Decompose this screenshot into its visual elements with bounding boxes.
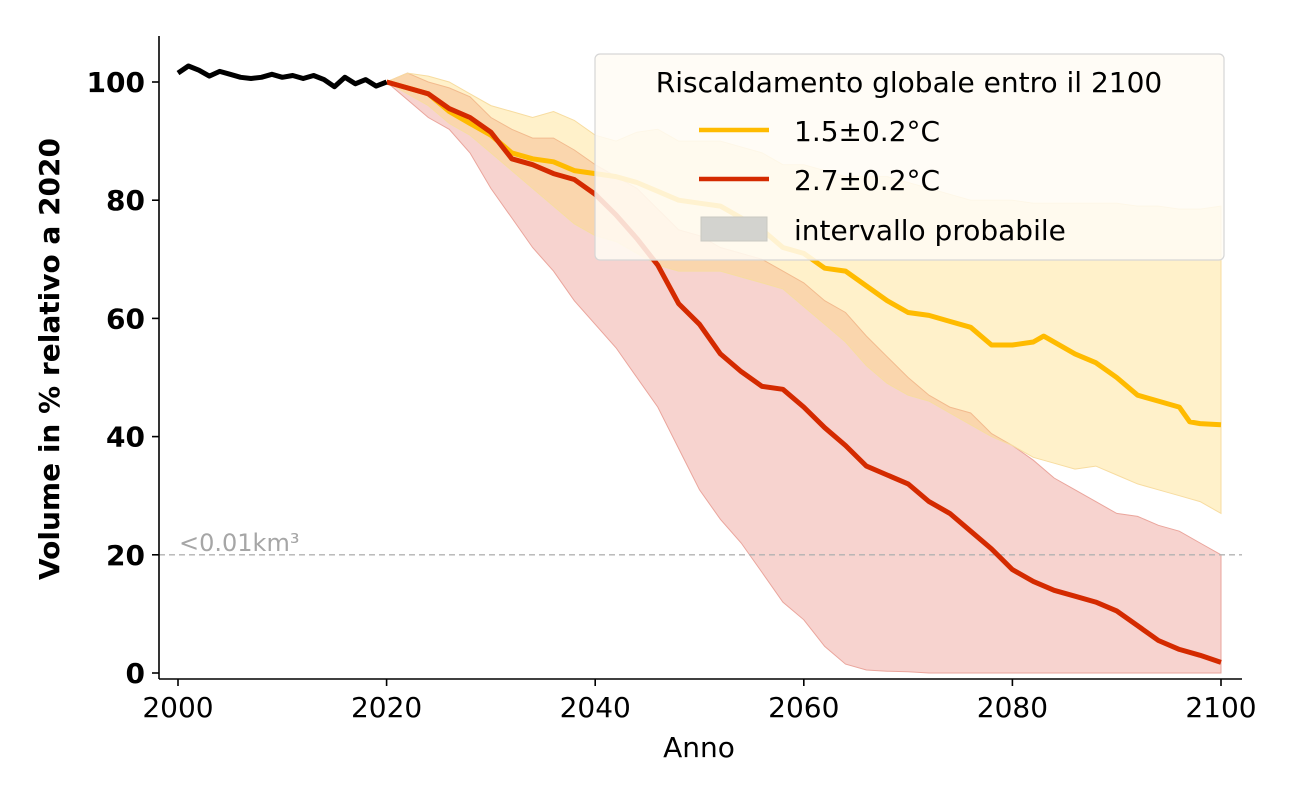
x-tick-label: 2060: [768, 691, 839, 724]
line-2-7c: [385, 79, 1222, 665]
y-tick-label: 60: [106, 302, 145, 335]
x-tick-label: 2080: [977, 691, 1048, 724]
legend: Riscaldamento globale entro il 2100 1.5±…: [594, 53, 1225, 261]
y-tick-label: 80: [106, 184, 145, 217]
legend-swatch-range: [700, 216, 768, 242]
x-tick-label: 2000: [142, 691, 213, 724]
y-ticks: 0 20 40 60 80 100: [87, 66, 159, 690]
line-historical: [176, 63, 388, 90]
series-lines: [176, 63, 1222, 665]
y-axis-label: Volume in % relativo a 2020: [33, 138, 66, 580]
line-1-5c: [385, 79, 1222, 428]
legend-title: Riscaldamento globale entro il 2100: [656, 66, 1162, 99]
y-tick-label: 20: [106, 539, 145, 572]
x-tick-label: 2020: [351, 691, 422, 724]
y-tick-label: 100: [87, 66, 145, 99]
threshold-layer: <0.01km³: [159, 529, 1242, 557]
y-tick-label: 40: [106, 421, 145, 454]
x-tick-label: 2040: [560, 691, 631, 724]
y-tick-label: 0: [126, 657, 145, 690]
threshold-label: <0.01km³: [179, 529, 299, 557]
x-axis-label: Anno: [663, 731, 735, 764]
legend-label-range: intervallo probabile: [794, 214, 1066, 247]
legend-label-2-7c: 2.7±0.2°C: [794, 164, 940, 197]
x-ticks: 2000 2020 2040 2060 2080 2100: [142, 679, 1257, 724]
legend-label-1-5c: 1.5±0.2°C: [794, 115, 940, 148]
legend-box: [594, 53, 1225, 261]
x-tick-label: 2100: [1185, 691, 1256, 724]
